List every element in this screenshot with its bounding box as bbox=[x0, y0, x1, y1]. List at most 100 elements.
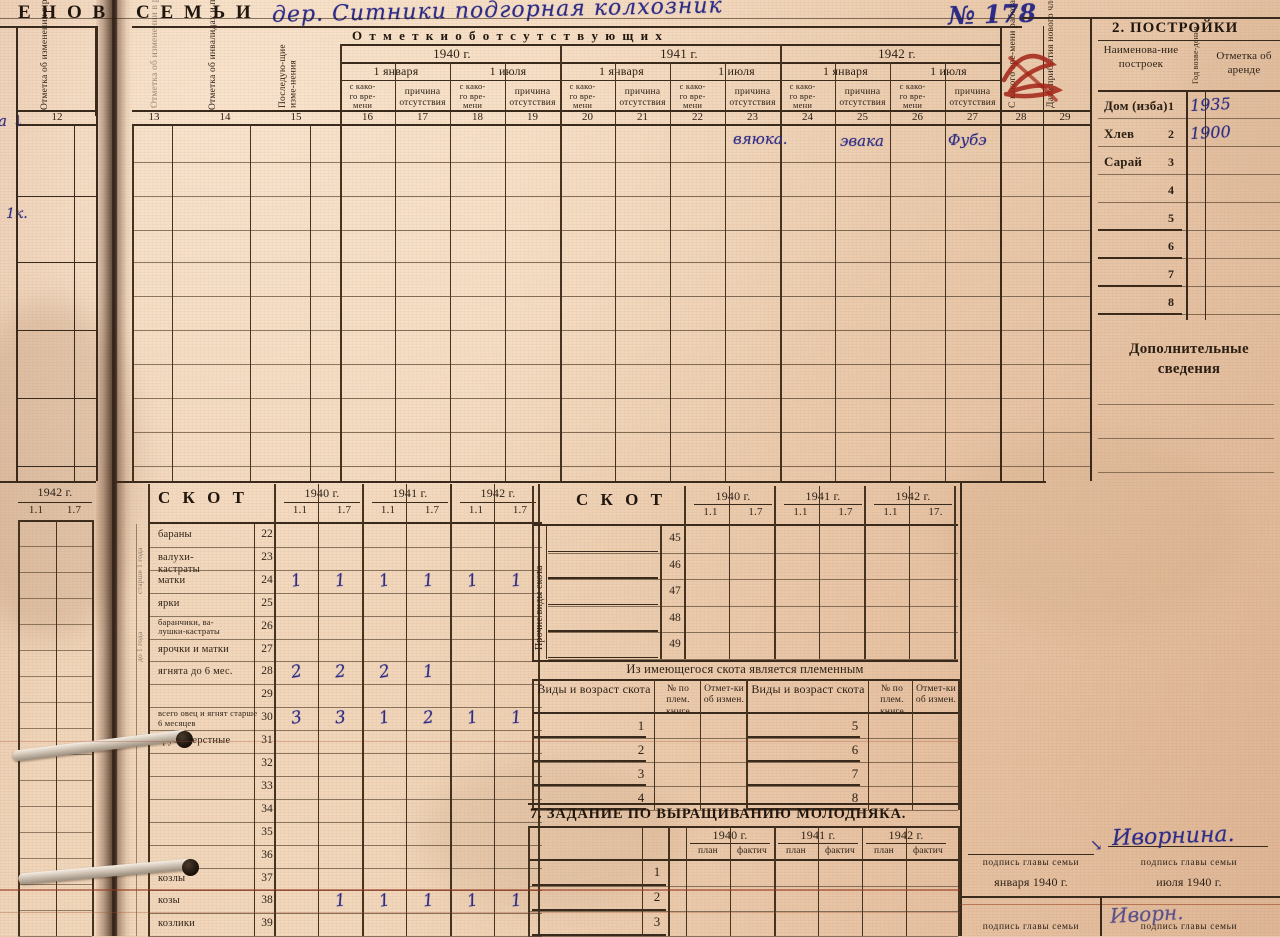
livestock-left-group-1: старше 1 года bbox=[135, 547, 144, 594]
absence-header-divider bbox=[340, 44, 342, 124]
building-row-number: 4 bbox=[1168, 183, 1174, 197]
far-left-row bbox=[18, 884, 92, 885]
building-row-line bbox=[1098, 202, 1280, 203]
left-col-divider bbox=[172, 124, 173, 481]
young-stock-kind-underline bbox=[532, 884, 666, 886]
far-left-row bbox=[18, 858, 92, 859]
livestock-left-date: 1.7 bbox=[336, 504, 352, 516]
young-stock-divider bbox=[730, 826, 731, 936]
absence-half-1941-jul: 1 июля bbox=[718, 64, 755, 78]
livestock-left-col-div bbox=[406, 484, 407, 936]
breeding-row-number-left: 3 bbox=[637, 766, 645, 781]
livestock-left-value: 1 bbox=[509, 890, 523, 912]
livestock-right-date: 1.1 bbox=[703, 506, 718, 518]
absence-header-divider bbox=[505, 62, 506, 124]
absence-header-divider bbox=[615, 62, 616, 124]
young-stock-year-1942: 1942 г. bbox=[888, 828, 924, 842]
absence-subheader: с како- го вре- мени bbox=[459, 81, 486, 111]
livestock-left-label: валухи- кастраты bbox=[158, 551, 200, 575]
breeding-divider bbox=[700, 679, 701, 810]
breeding-header-kind-right: Виды и возраст скота bbox=[751, 682, 865, 696]
livestock-right-row-number: 49 bbox=[669, 638, 681, 650]
livestock-left-row-line bbox=[148, 844, 542, 846]
left-col-row bbox=[132, 364, 340, 365]
signature-value-2: Иворнина. bbox=[1111, 821, 1235, 852]
absence-body-row bbox=[340, 466, 1000, 467]
absence-subheader: с како- го вре- мени bbox=[789, 81, 816, 111]
building-name-underline bbox=[1098, 285, 1182, 287]
livestock-left-value: 1 bbox=[333, 890, 347, 912]
young-stock-divider bbox=[958, 826, 960, 936]
livestock-right-label-underline bbox=[548, 577, 658, 579]
buildings-header-lease: Отметка об аренде bbox=[1216, 50, 1272, 76]
livestock-right-label-underline bbox=[548, 656, 658, 658]
absence-half-1940-jul: 1 июля bbox=[489, 64, 527, 78]
far-left-date-1: 1.1 bbox=[28, 504, 44, 516]
livestock-left-row-number: 23 bbox=[261, 550, 273, 563]
livestock-left-row-line bbox=[148, 775, 542, 777]
buildings-title: 2. ПОСТРОЙКИ bbox=[1112, 20, 1239, 36]
building-year: 1900 bbox=[1189, 121, 1232, 144]
building-name-underline bbox=[1098, 229, 1182, 231]
young-stock-row-number: 2 bbox=[653, 889, 661, 904]
livestock-left-label-div bbox=[254, 524, 255, 936]
livestock-left-date: 1.1 bbox=[292, 504, 308, 516]
breeding-kind-underline-left bbox=[534, 808, 646, 810]
far-left-row bbox=[18, 598, 92, 599]
livestock-right-col-div bbox=[819, 486, 820, 659]
livestock-left-row-number: 29 bbox=[261, 688, 273, 701]
absence-subheader: причина отсутствия bbox=[619, 87, 666, 108]
livestock-left-edge bbox=[148, 484, 150, 936]
absence-body-row bbox=[340, 124, 1000, 125]
absence-body-row bbox=[340, 364, 1000, 365]
building-row-line bbox=[1098, 286, 1280, 287]
livestock-left-year-1940: 1940 г. bbox=[304, 486, 340, 500]
livestock-left-group-2: до 1 года bbox=[135, 631, 144, 662]
livestock-right-date: 1.1 bbox=[793, 506, 808, 518]
livestock-right-year-1941: 1941 г. bbox=[805, 489, 841, 503]
right-col-row bbox=[1000, 262, 1090, 263]
building-row-number: 2 bbox=[1168, 127, 1174, 141]
livestock-right-year-1942: 1942 г. bbox=[895, 489, 931, 503]
building-name-underline bbox=[1098, 313, 1182, 315]
right-col-row bbox=[1000, 364, 1090, 365]
breeding-kind-underline-right bbox=[748, 736, 860, 738]
column-12-label: Отметка об изменении в работе в 1941 г. bbox=[40, 0, 50, 110]
breeding-kind-underline-left bbox=[534, 784, 646, 786]
column-14-label: Отметка об инвалидах и пенсионерах (како… bbox=[208, 0, 219, 110]
livestock-left-row-line bbox=[148, 730, 542, 732]
building-name-underline bbox=[1098, 257, 1182, 259]
absence-subheader: с како- го вре- мени bbox=[899, 81, 926, 111]
building-row-line bbox=[1098, 118, 1280, 119]
far-left-row bbox=[18, 910, 92, 911]
left-col-row bbox=[132, 230, 340, 231]
buildings-header-year: Год возве-дения bbox=[1191, 26, 1200, 84]
young-stock-divider bbox=[642, 826, 643, 936]
livestock-left-row-line bbox=[148, 546, 542, 548]
livestock-right-row-line bbox=[548, 632, 958, 633]
column-28-number: 28 bbox=[1015, 111, 1027, 123]
absence-body-row bbox=[340, 398, 1000, 399]
livestock-left-value: 1 bbox=[421, 570, 435, 592]
livestock-left-value: 1 bbox=[421, 890, 435, 912]
young-stock-row-number: 1 bbox=[653, 864, 661, 879]
breeding-header-kind-left: Виды и возраст скота bbox=[537, 682, 651, 696]
livestock-left-date: 1.1 bbox=[380, 504, 396, 516]
livestock-left-label: ягнята до 6 мес. bbox=[158, 666, 233, 678]
breeding-kind-underline-right bbox=[748, 784, 860, 786]
absence-header-divider bbox=[945, 62, 946, 124]
far-left-row bbox=[18, 572, 92, 573]
absence-column-number: 18 bbox=[472, 111, 483, 123]
signature-tick-2: ↘ bbox=[1090, 836, 1103, 854]
column-29-number: 29 bbox=[1059, 111, 1071, 123]
livestock-left-row-line bbox=[148, 821, 542, 823]
breeding-row-number-right: 7 bbox=[851, 766, 859, 781]
livestock-right-date: 1.7 bbox=[838, 506, 853, 518]
livestock-right-row-line bbox=[548, 658, 958, 660]
livestock-left-row-number: 28 bbox=[261, 665, 273, 678]
livestock-left-col-div bbox=[318, 484, 319, 936]
absence-header-divider bbox=[725, 62, 726, 124]
livestock-left-date: 1.1 bbox=[468, 504, 484, 516]
